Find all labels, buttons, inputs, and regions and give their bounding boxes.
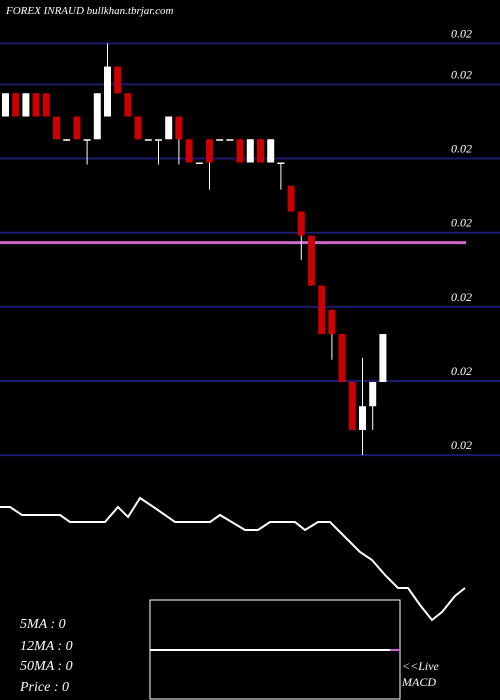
y-tick-label: 0.02 (451, 364, 472, 378)
candle-body (308, 235, 315, 286)
candle-body (83, 139, 91, 141)
candle-body (226, 139, 234, 141)
legend-entry: 5MA : 0 (20, 617, 66, 632)
candle-body (236, 139, 244, 163)
legend-entry: 50MA : 0 (20, 659, 73, 674)
candle-body (155, 139, 162, 141)
y-tick-label: 0.02 (451, 142, 472, 156)
candle-body (359, 406, 366, 430)
candle-body (195, 162, 203, 164)
y-tick-label: 0.02 (451, 438, 472, 452)
candle-body (134, 116, 142, 140)
chart-title: FOREX INRAUD bullkhan.tbrjar.com (5, 5, 173, 17)
candle-body (287, 185, 295, 212)
legend-entry: Price : 0 (19, 680, 69, 695)
candle-body (318, 285, 326, 335)
candle-body (175, 116, 183, 140)
candle-body (104, 66, 111, 117)
candle-body (328, 309, 336, 335)
candle-body (257, 139, 264, 163)
candle-body (206, 139, 213, 163)
candle-body (63, 139, 71, 141)
candle-body (114, 66, 122, 94)
y-tick-label: 0.02 (451, 67, 472, 81)
y-tick-label: 0.02 (451, 26, 472, 40)
candle-body (297, 211, 305, 236)
candle-body (379, 334, 387, 382)
macd-live: <<Live (402, 659, 440, 673)
candle-body (277, 162, 285, 164)
candle-body (369, 382, 377, 407)
candle-body (216, 139, 224, 141)
candle-body (124, 93, 132, 117)
candle-body (93, 93, 101, 140)
macd-label: MACD (401, 675, 436, 689)
candle-body (338, 334, 346, 382)
candle-body (12, 93, 20, 117)
candle-body (165, 116, 173, 140)
candle-body (32, 93, 40, 117)
candle-body (246, 139, 254, 163)
y-tick-label: 0.02 (451, 290, 472, 304)
candle-body (53, 116, 60, 140)
candle-body (144, 139, 152, 141)
candle-body (348, 382, 356, 430)
candle-body (2, 93, 9, 117)
candle-body (267, 139, 275, 163)
legend-entry: 12MA : 0 (20, 639, 73, 654)
candle-body (42, 93, 50, 117)
candle-body (22, 93, 30, 117)
candle-body (73, 116, 81, 140)
y-tick-label: 0.02 (451, 216, 472, 230)
candle-body (185, 139, 193, 163)
indicator-line (0, 496, 466, 622)
